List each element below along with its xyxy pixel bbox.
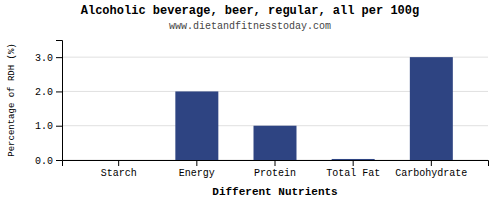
y-tick-label: 2.0 (35, 87, 53, 98)
x-tick-mark (275, 160, 276, 166)
x-tick-mark (353, 160, 354, 166)
subtitle: www.dietandfitnesstoday.com (169, 21, 331, 32)
y-tick-mark (56, 160, 62, 161)
bar (254, 126, 297, 160)
bar (410, 57, 453, 160)
x-tick-label: Protein (254, 168, 296, 179)
bar (97, 160, 140, 161)
plot: 0.0 1.0 2.0 3.0 Starch Energy Protein Total Fat… (35, 41, 489, 180)
grid (62, 57, 488, 160)
x-tick-mark (118, 160, 119, 166)
bar (175, 91, 218, 160)
x-axis-title: Different Nutrients (212, 186, 337, 198)
bar (332, 159, 375, 160)
x-tick-label: Total Fat (326, 168, 380, 179)
title: Alcoholic beverage, beer, regular, all p… (81, 4, 419, 18)
x-tick-label: Carbohydrate (395, 168, 467, 179)
y-axis: 0.0 1.0 2.0 3.0 (35, 41, 63, 167)
x-tick: Carbohydrate (395, 160, 467, 179)
y-axis-line (56, 41, 63, 161)
x-axis-line (63, 161, 489, 167)
y-tick: 1.0 (35, 121, 62, 132)
x-tick-label: Starch (101, 168, 137, 179)
bars (175, 57, 452, 160)
y-tick-label: 1.0 (35, 121, 53, 132)
x-tick-mark (196, 160, 197, 166)
x-tick: Total Fat (326, 160, 380, 179)
x-axis: Starch Energy Protein Total Fat Carbohydrate (63, 160, 489, 179)
x-tick-mark (431, 160, 432, 166)
y-tick-mark (56, 126, 62, 127)
y-axis-title: Percentage of RDH (%) (7, 43, 17, 156)
x-tick-label: Energy (179, 168, 215, 179)
y-tick: 2.0 (35, 87, 62, 98)
y-tick-mark (56, 91, 62, 92)
y-tick-label: 0.0 (35, 156, 53, 167)
x-tick: Starch (101, 160, 137, 179)
y-tick-mark (56, 57, 62, 58)
chart: Alcoholic beverage, beer, regular, all p… (0, 0, 500, 200)
x-tick: Energy (179, 160, 215, 179)
y-tick-label: 3.0 (35, 53, 53, 64)
x-tick: Protein (254, 160, 296, 179)
y-tick: 0.0 (35, 156, 62, 167)
y-tick: 3.0 (35, 53, 62, 64)
